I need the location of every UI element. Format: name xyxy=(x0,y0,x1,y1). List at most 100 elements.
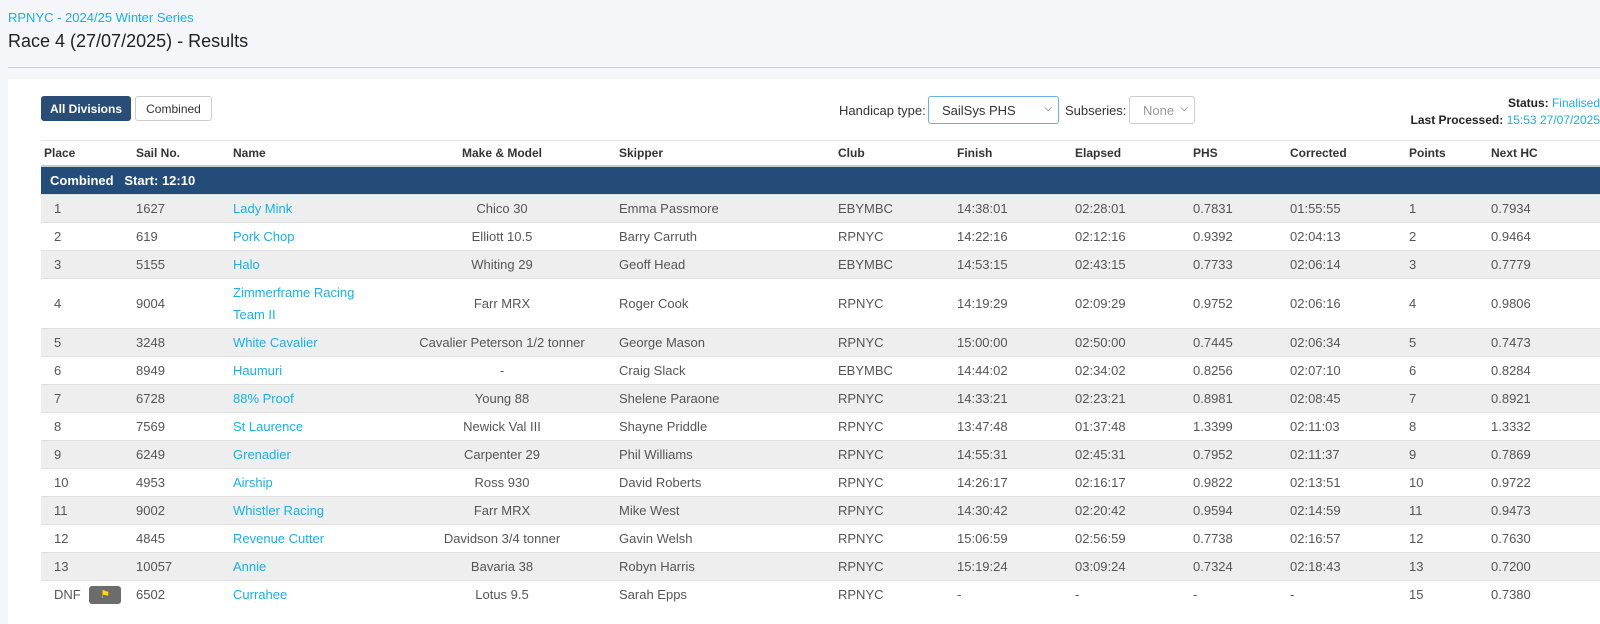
place-cell: 2 xyxy=(41,222,89,251)
boat-name-link[interactable]: Lady Mink xyxy=(230,194,385,223)
finish-time-cell: 14:55:31 xyxy=(954,440,1072,469)
sail-number-cell: 3248 xyxy=(133,328,230,357)
points-cell: 13 xyxy=(1406,552,1488,581)
points-cell: 2 xyxy=(1406,222,1488,251)
elapsed-time-cell: - xyxy=(1072,580,1190,609)
elapsed-time-cell: 02:28:01 xyxy=(1072,194,1190,223)
boat-name-link[interactable]: Annie xyxy=(230,552,385,581)
column-header-next-hc[interactable]: Next HC xyxy=(1488,140,1600,167)
column-header-corrected[interactable]: Corrected xyxy=(1287,140,1406,167)
column-header-make[interactable]: Make & Model xyxy=(385,140,616,167)
corrected-time-cell: 02:07:10 xyxy=(1287,356,1406,385)
finish-time-cell: 14:22:16 xyxy=(954,222,1072,251)
sail-number-cell: 619 xyxy=(133,222,230,251)
boat-name-link[interactable]: Halo xyxy=(230,250,385,279)
status-block: Status: Finalised Last Processed: 15:53 … xyxy=(1411,95,1600,129)
boat-name-link[interactable]: Revenue Cutter xyxy=(230,524,385,553)
boat-name-link[interactable]: Airship xyxy=(230,468,385,497)
last-processed-value: 15:53 27/07/2025 xyxy=(1506,113,1600,127)
chevron-down-icon: ⌵ xyxy=(1044,103,1052,114)
column-header-club[interactable]: Club xyxy=(835,140,954,167)
column-header-place[interactable]: Place xyxy=(41,140,89,167)
boat-name-link[interactable]: White Cavalier xyxy=(230,328,385,357)
column-header-points[interactable]: Points xyxy=(1406,140,1488,167)
skipper-cell: Shelene Paraone xyxy=(616,384,835,413)
points-cell: 15 xyxy=(1406,580,1488,609)
column-header-phs[interactable]: PHS xyxy=(1190,140,1287,167)
subseries-select[interactable]: None ⌵ xyxy=(1129,96,1195,124)
sail-number-cell: 1627 xyxy=(133,194,230,223)
make-model-cell: Bavaria 38 xyxy=(385,552,616,581)
sail-number-cell: 7569 xyxy=(133,412,230,441)
make-model-cell: Farr MRX xyxy=(385,496,616,525)
corrected-time-cell: 02:08:45 xyxy=(1287,384,1406,413)
all-divisions-button[interactable]: All Divisions xyxy=(41,96,131,121)
make-model-cell: Newick Val III xyxy=(385,412,616,441)
results-panel: All Divisions Combined Handicap type: Sa… xyxy=(8,79,1600,624)
finish-time-cell: 13:47:48 xyxy=(954,412,1072,441)
make-model-cell: Farr MRX xyxy=(385,278,616,329)
boat-name-link[interactable]: 88% Proof xyxy=(230,384,385,413)
boat-name-link[interactable]: St Laurence xyxy=(230,412,385,441)
table-row: 8 7569 St Laurence Newick Val III Shayne Pri… xyxy=(41,412,1600,441)
combined-button[interactable]: Combined xyxy=(135,96,212,121)
breadcrumb[interactable]: RPNYC - 2024/25 Winter Series xyxy=(8,10,194,25)
boat-name-link[interactable]: Haumuri xyxy=(230,356,385,385)
place-cell: 1 xyxy=(41,194,89,223)
boat-name-link[interactable]: Pork Chop xyxy=(230,222,385,251)
page-title: Race 4 (27/07/2025) - Results xyxy=(8,31,249,51)
elapsed-time-cell: 02:23:21 xyxy=(1072,384,1190,413)
subseries-value: None xyxy=(1143,102,1175,118)
boat-name-link[interactable]: Zimmerframe Racing Team II xyxy=(230,278,385,329)
title-divider xyxy=(8,67,1600,68)
handicap-type-value: SailSys PHS xyxy=(942,102,1016,118)
flag-cell xyxy=(89,222,133,251)
next-hc-cell: 0.7473 xyxy=(1488,328,1600,357)
table-header-row: Place Sail No. Name Make & Model Skipper… xyxy=(41,140,1600,167)
handicap-type-select[interactable]: SailSys PHS ⌵ xyxy=(928,96,1059,124)
column-header-flag xyxy=(89,140,133,167)
skipper-cell: Gavin Welsh xyxy=(616,524,835,553)
flag-cell xyxy=(89,524,133,553)
finish-time-cell: 15:00:00 xyxy=(954,328,1072,357)
flag-cell xyxy=(89,496,133,525)
points-cell: 3 xyxy=(1406,250,1488,279)
next-hc-cell: 0.7779 xyxy=(1488,250,1600,279)
column-header-name[interactable]: Name xyxy=(230,140,385,167)
skipper-cell: Mike West xyxy=(616,496,835,525)
skipper-cell: Sarah Epps xyxy=(616,580,835,609)
results-table: Place Sail No. Name Make & Model Skipper… xyxy=(41,140,1600,609)
corrected-time-cell: 02:11:37 xyxy=(1287,440,1406,469)
boat-name-link[interactable]: Currahee xyxy=(230,580,385,609)
finish-time-cell: 14:38:01 xyxy=(954,194,1072,223)
phs-cell: 0.9822 xyxy=(1190,468,1287,497)
next-hc-cell: 0.8284 xyxy=(1488,356,1600,385)
chevron-down-icon: ⌵ xyxy=(1180,103,1188,114)
next-hc-cell: 0.7380 xyxy=(1488,580,1600,609)
skipper-cell: Roger Cook xyxy=(616,278,835,329)
flag-cell xyxy=(89,552,133,581)
corrected-time-cell: 01:55:55 xyxy=(1287,194,1406,223)
column-header-finish[interactable]: Finish xyxy=(954,140,1072,167)
column-header-elapsed[interactable]: Elapsed xyxy=(1072,140,1190,167)
table-row: 7 6728 88% Proof Young 88 Shelene Paraone RPN… xyxy=(41,384,1600,413)
flag-icon[interactable]: ⚑ xyxy=(89,585,121,604)
points-cell: 11 xyxy=(1406,496,1488,525)
boat-name-link[interactable]: Whistler Racing xyxy=(230,496,385,525)
make-model-cell: - xyxy=(385,356,616,385)
points-cell: 10 xyxy=(1406,468,1488,497)
make-model-cell: Chico 30 xyxy=(385,194,616,223)
column-header-skipper[interactable]: Skipper xyxy=(616,140,835,167)
flag-cell xyxy=(89,468,133,497)
sail-number-cell: 4953 xyxy=(133,468,230,497)
club-cell: RPNYC xyxy=(835,524,954,553)
finish-time-cell: 14:53:15 xyxy=(954,250,1072,279)
skipper-cell: Emma Passmore xyxy=(616,194,835,223)
club-cell: RPNYC xyxy=(835,384,954,413)
table-row: 13 10057 Annie Bavaria 38 Robyn Harris RPNYC 1… xyxy=(41,552,1600,581)
boat-name-link[interactable]: Grenadier xyxy=(230,440,385,469)
corrected-time-cell: 02:18:43 xyxy=(1287,552,1406,581)
elapsed-time-cell: 03:09:24 xyxy=(1072,552,1190,581)
table-row: 3 5155 Halo Whiting 29 Geoff Head EBYMBC 14:53… xyxy=(41,250,1600,279)
column-header-sail[interactable]: Sail No. xyxy=(133,140,230,167)
